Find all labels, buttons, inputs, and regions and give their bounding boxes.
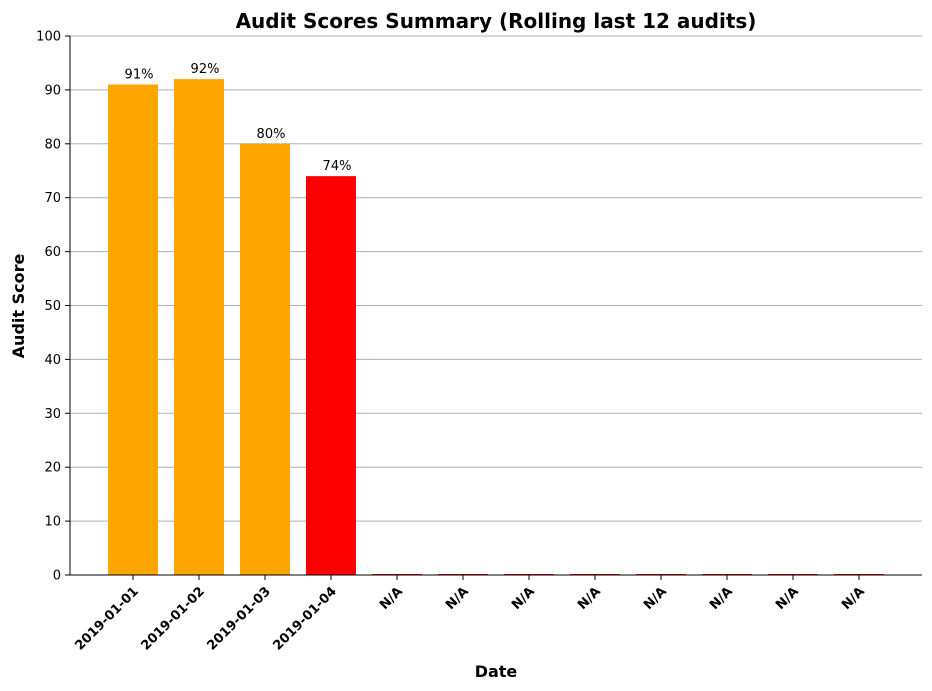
chart-title: Audit Scores Summary (Rolling last 12 au… (236, 9, 757, 33)
x-tick-label: N/A (443, 584, 472, 613)
bar-value-label: 74% (323, 159, 352, 174)
x-tick-label: 2019-01-02 (138, 584, 207, 653)
x-tick-label: N/A (377, 584, 406, 613)
bar-value-labels: 91% 92% 80% 74% (125, 62, 352, 174)
x-tick-label: 2019-01-03 (204, 584, 273, 653)
y-tick-label: 20 (44, 461, 61, 476)
x-axis: 2019-01-012019-01-022019-01-032019-01-04… (70, 574, 922, 654)
y-tick-label: 10 (44, 515, 61, 530)
x-tick-label: N/A (641, 584, 670, 613)
x-tick-label: N/A (707, 584, 736, 613)
y-tick-label: 60 (44, 245, 61, 260)
x-tick-label: 2019-01-04 (270, 584, 339, 653)
bar (108, 84, 158, 575)
y-tick-label: 0 (53, 569, 61, 584)
y-tick-label: 100 (36, 30, 61, 45)
x-tick-label: N/A (575, 584, 604, 613)
y-tick-label: 80 (44, 137, 61, 152)
bar (174, 79, 224, 576)
y-tick-label: 40 (44, 353, 61, 368)
bars (108, 79, 884, 576)
x-tick-label: N/A (773, 584, 802, 613)
y-tick-label: 50 (44, 299, 61, 314)
bar-value-label: 91% (125, 68, 154, 83)
x-tick-label: N/A (839, 584, 868, 613)
y-tick-label: 90 (44, 83, 61, 98)
bar-value-label: 92% (191, 62, 220, 77)
y-axis-label: Audit Score (9, 254, 28, 359)
x-tick-label: 2019-01-01 (72, 584, 141, 653)
x-axis-label: Date (475, 662, 518, 681)
bar (306, 176, 356, 575)
y-tick-label: 70 (44, 191, 61, 206)
bar-value-label: 80% (257, 127, 286, 142)
x-tick-label: N/A (509, 584, 538, 613)
bar (240, 143, 290, 576)
y-tick-label: 30 (44, 407, 61, 422)
y-axis: 0 10 20 30 40 50 60 70 80 90 100 (36, 30, 71, 584)
